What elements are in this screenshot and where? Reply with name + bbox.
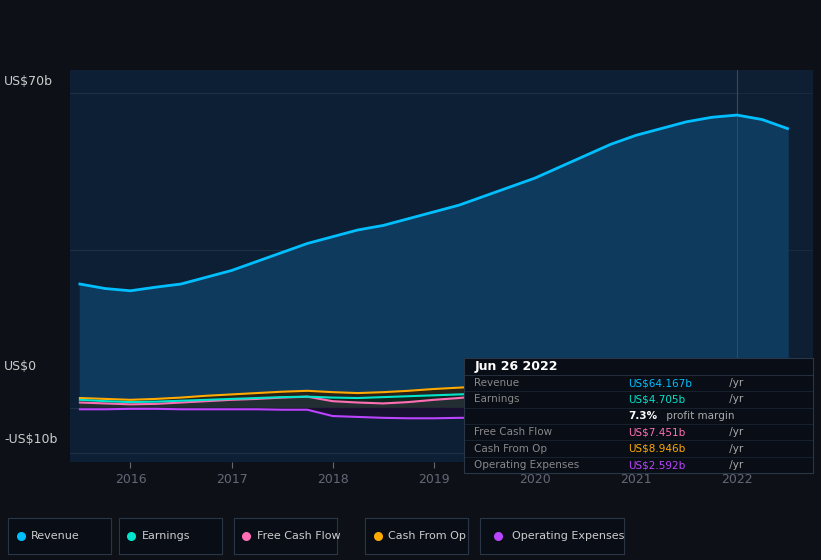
Text: US$8.946b: US$8.946b (628, 444, 685, 454)
Text: Earnings: Earnings (141, 531, 190, 541)
Text: /yr: /yr (726, 394, 743, 404)
Text: /yr: /yr (726, 460, 743, 470)
Text: US$7.451b: US$7.451b (628, 427, 685, 437)
Text: Jun 26 2022: Jun 26 2022 (475, 360, 557, 373)
Text: profit margin: profit margin (663, 411, 734, 421)
Bar (737, 70, 813, 462)
Text: 7.3%: 7.3% (628, 411, 657, 421)
Text: Free Cash Flow: Free Cash Flow (475, 427, 553, 437)
Text: US$4.705b: US$4.705b (628, 394, 685, 404)
Text: Free Cash Flow: Free Cash Flow (256, 531, 340, 541)
Text: US$64.167b: US$64.167b (628, 378, 692, 388)
Text: /yr: /yr (726, 378, 743, 388)
Text: Cash From Op: Cash From Op (388, 531, 466, 541)
Text: -US$10b: -US$10b (4, 433, 57, 446)
Text: /yr: /yr (726, 444, 743, 454)
Text: Operating Expenses: Operating Expenses (475, 460, 580, 470)
Text: Revenue: Revenue (31, 531, 80, 541)
Text: Operating Expenses: Operating Expenses (512, 531, 624, 541)
Text: Cash From Op: Cash From Op (475, 444, 548, 454)
Text: Revenue: Revenue (475, 378, 520, 388)
Text: US$70b: US$70b (4, 74, 53, 88)
Text: Earnings: Earnings (475, 394, 520, 404)
Text: /yr: /yr (726, 427, 743, 437)
Text: US$0: US$0 (4, 360, 37, 374)
Text: US$2.592b: US$2.592b (628, 460, 685, 470)
